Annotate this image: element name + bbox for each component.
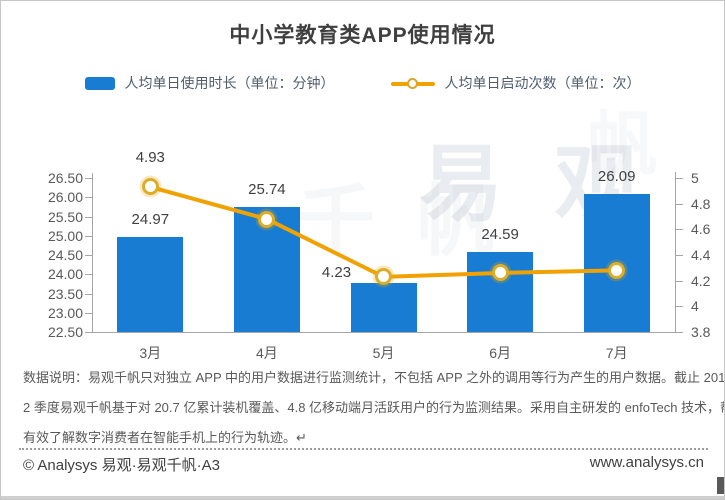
right-axis-tick — [676, 178, 683, 179]
left-axis-tick — [85, 178, 92, 179]
right-axis-tick-label: 3.8 — [691, 324, 711, 340]
legend-label-launches: 人均单日启动次数（单位：次） — [444, 75, 641, 91]
line-point-marker — [258, 210, 276, 228]
right-axis-tick-label: 4.8 — [691, 195, 711, 212]
x-axis-category-label: 4月 — [255, 345, 278, 361]
left-axis-tick-label: 22.50 — [47, 324, 83, 340]
line-point-marker — [141, 178, 159, 196]
left-axis-tick-label: 25.50 — [47, 208, 83, 225]
bar-value-label: 24.97 — [131, 210, 170, 228]
bar-value-label: 26.09 — [597, 167, 636, 185]
y-axis-left-line — [92, 173, 93, 333]
note-line: 数据说明：易观千帆只对独立 APP 中的用户数据进行监测统计，不包括 APP 之… — [23, 370, 725, 385]
right-axis-tick-label: 4 — [691, 298, 699, 315]
right-axis-tick — [676, 255, 683, 256]
screenshot-artifact — [717, 477, 724, 494]
bottom-border-strip — [1, 496, 724, 499]
left-axis-tick-label: 23.00 — [47, 304, 83, 321]
legend: 人均单日使用时长（单位：分钟） 人均单日启动次数（单位：次） — [1, 73, 724, 93]
right-axis-tick-label: 4.4 — [691, 247, 711, 263]
line-point-marker — [491, 264, 509, 282]
note-line: 2 季度易观千帆基于对 20.7 亿累计装机覆盖、4.8 亿移动端月活跃用户的行… — [23, 400, 725, 415]
left-axis-tick-label: 24.50 — [47, 247, 83, 263]
legend-item-usage-duration: 人均单日使用时长（单位：分钟） — [84, 73, 335, 93]
legend-label-duration: 人均单日使用时长（单位：分钟） — [124, 75, 335, 91]
x-axis-category-label: 5月 — [372, 345, 395, 361]
left-axis-tick-label: 23.50 — [47, 285, 83, 302]
right-axis-tick — [676, 229, 683, 231]
line-point-marker — [375, 268, 392, 286]
data-description-note: 数据说明：易观千帆只对独立 APP 中的用户数据进行监测统计，不包括 APP 之… — [23, 363, 725, 453]
left-axis-tick — [85, 255, 92, 256]
x-axis-category-label: 6月 — [489, 345, 511, 361]
left-axis-tick — [85, 293, 92, 295]
website-link[interactable]: www.analysys.cn — [589, 454, 704, 471]
line-marker-icon — [390, 77, 435, 90]
right-axis-tick — [676, 332, 683, 333]
left-axis-tick-label: 26.50 — [47, 170, 83, 186]
x-axis-category-label: 3月 — [139, 345, 162, 361]
line-value-label: 4.23 — [321, 263, 352, 281]
chart-title: 中小学教育类APP使用情况 — [229, 24, 496, 47]
bar-3月 — [117, 236, 184, 332]
right-axis-tick — [676, 306, 683, 308]
left-axis-tick-label: 24.00 — [47, 266, 83, 283]
left-axis-tick — [85, 274, 92, 276]
x-axis-category-label: 7月 — [605, 345, 628, 361]
note-line: 有效了解数字消费者在智能手机上的行为轨迹。↵ — [23, 430, 307, 445]
x-axis-line — [86, 332, 675, 333]
bar-5月 — [350, 282, 417, 332]
footer: © Analysys 易观·易观千帆·A3 www.analysys.cn — [23, 454, 704, 475]
right-axis-tick-label: 4.6 — [691, 221, 711, 238]
left-axis-tick — [85, 216, 92, 218]
right-axis-tick-label: 5 — [691, 170, 699, 186]
dotted-divider — [19, 448, 708, 450]
left-axis-tick — [85, 197, 92, 199]
left-axis-tick — [85, 332, 92, 333]
legend-item-launch-count: 人均单日启动次数（单位：次） — [390, 73, 641, 93]
bar-value-label: 24.59 — [481, 225, 519, 243]
right-axis-tick-label: 4.2 — [691, 272, 711, 289]
bar-swatch-icon — [84, 76, 115, 90]
line-value-label: 4.93 — [135, 148, 165, 166]
copyright-text: © Analysys 易观·易观千帆·A3 — [23, 457, 220, 474]
line-point-marker — [608, 261, 626, 279]
bar-value-label: 25.74 — [248, 181, 286, 199]
y-axis-right-line — [675, 172, 676, 333]
right-axis-tick — [676, 280, 683, 282]
left-axis-tick — [85, 235, 92, 237]
right-axis-tick — [676, 203, 683, 205]
left-axis-tick-label: 25.00 — [47, 227, 83, 244]
left-axis-tick-label: 26.00 — [47, 189, 83, 206]
left-axis-tick — [85, 312, 92, 314]
